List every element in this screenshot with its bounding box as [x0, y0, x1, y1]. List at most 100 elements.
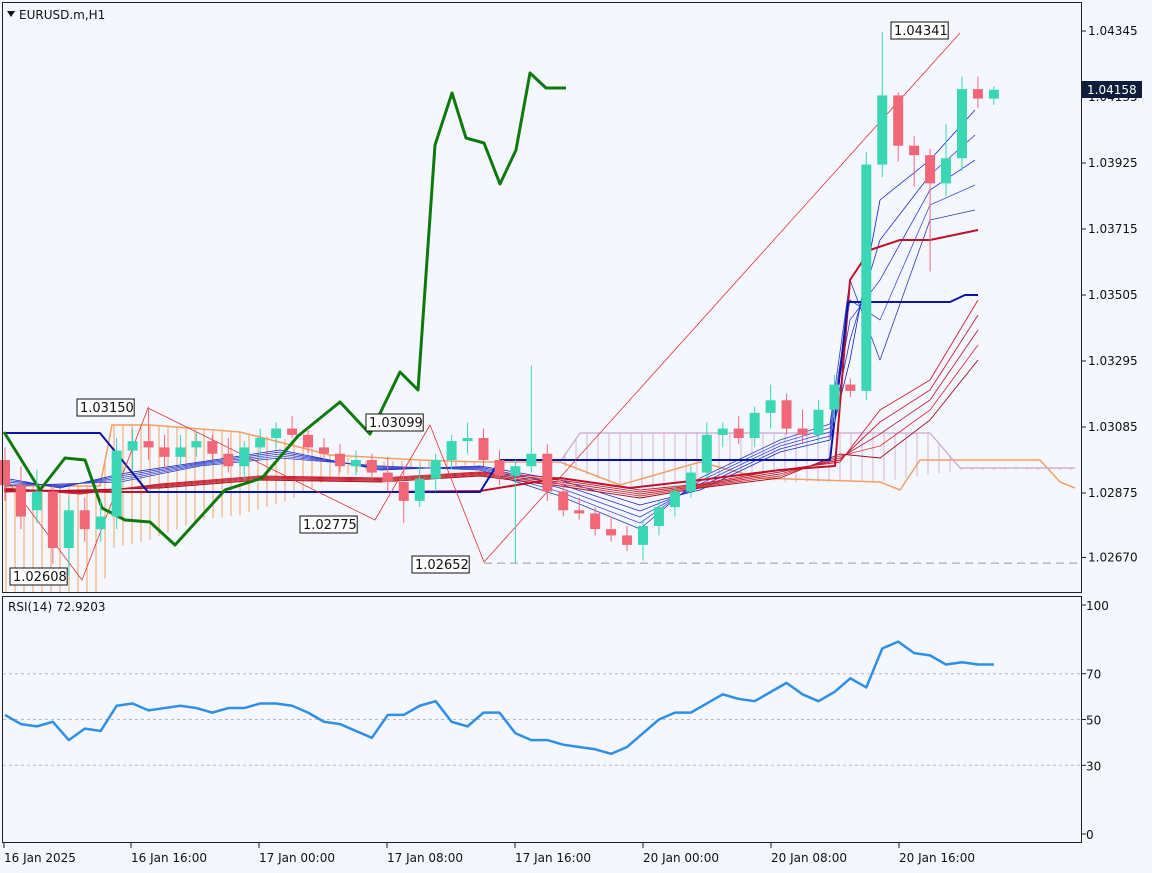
candle-body	[574, 510, 585, 514]
candle-body	[287, 428, 298, 435]
candle-body	[31, 491, 42, 511]
candle-body	[382, 472, 393, 482]
candle-body	[79, 510, 90, 530]
candle-body	[861, 164, 872, 391]
time-tick-label: 20 Jan 00:00	[643, 851, 719, 865]
candle-body	[988, 89, 999, 99]
candle-body	[877, 95, 888, 165]
candle-body	[159, 447, 170, 457]
candle-body	[669, 491, 680, 508]
ma-ribbon-line	[3, 314, 979, 494]
time-tick-label: 17 Jan 08:00	[387, 851, 463, 865]
candle-body	[446, 441, 457, 460]
price-tick-label: 1.03715	[1088, 222, 1138, 236]
candle-body	[430, 460, 441, 479]
green-indicator-line	[2, 71, 566, 547]
candle-body	[319, 447, 329, 454]
price-annotation-box	[299, 515, 358, 534]
candle-body	[255, 438, 266, 448]
price-annotation-label: 1.02652	[415, 558, 469, 573]
candle-body	[271, 428, 282, 438]
candle-body	[941, 158, 952, 184]
candle-body	[829, 384, 840, 410]
rsi-tick-label: 70	[1086, 668, 1101, 682]
price-annotation-box	[9, 567, 68, 586]
candle-body	[462, 438, 473, 442]
price-annotation-box	[411, 555, 470, 574]
candle-body	[733, 428, 744, 438]
zigzag-line	[3, 32, 961, 581]
candle-body	[334, 453, 345, 467]
candle-body	[957, 89, 967, 159]
price-annotation-box	[76, 398, 135, 417]
current-price-badge	[1082, 81, 1142, 98]
price-tick-label: 1.02875	[1088, 486, 1138, 500]
ma-ribbon-line	[3, 359, 979, 499]
candle-body	[765, 400, 776, 413]
candle-body	[239, 447, 250, 467]
candle-body	[494, 460, 505, 476]
price-annotation-label: 1.03099	[369, 416, 423, 431]
candle-body	[558, 491, 569, 511]
candle-body	[590, 513, 601, 530]
candle-body	[925, 155, 936, 184]
main-pane-frame	[2, 2, 1082, 593]
time-tick-label: 20 Jan 08:00	[771, 851, 847, 865]
rsi-label: RSI(14) 72.9203	[8, 600, 106, 614]
candle-body	[749, 412, 760, 438]
candle-body	[15, 485, 26, 517]
rsi-tick-label: 30	[1086, 759, 1101, 773]
candle-body	[781, 400, 792, 429]
base-line-blue	[4, 294, 978, 493]
candle-body	[0, 460, 10, 486]
price-tick-label: 1.04345	[1088, 24, 1138, 38]
candle-body	[606, 529, 617, 536]
candle-body	[510, 466, 521, 476]
candle-body	[398, 482, 409, 501]
candle-body	[972, 89, 983, 99]
time-tick-label: 17 Jan 00:00	[259, 851, 335, 865]
symbol-label: EURUSD.m,H1	[19, 8, 105, 22]
candle-body	[175, 447, 186, 457]
candle-body	[191, 441, 202, 448]
time-tick-label: 16 Jan 16:00	[131, 851, 207, 865]
candle-body	[526, 453, 537, 467]
candle-body	[622, 535, 633, 545]
candle-body	[127, 441, 138, 451]
candle-body	[63, 510, 74, 548]
price-annotation-box	[890, 21, 949, 40]
candle-body	[717, 428, 728, 435]
symbol-menu-icon[interactable]	[7, 11, 15, 17]
candle-body	[223, 453, 234, 467]
candle-body	[111, 450, 122, 517]
candle-body	[47, 491, 58, 548]
price-annotation-label: 1.04341	[894, 24, 948, 39]
cloud-span-b	[559, 432, 1075, 469]
candle-body	[207, 441, 218, 454]
candle-body	[701, 434, 712, 473]
rsi-line	[4, 640, 994, 756]
ma-ribbon-line	[3, 329, 979, 495]
price-annotation-label: 1.02775	[303, 518, 357, 533]
candle-body	[909, 145, 920, 156]
price-tick-label: 1.03925	[1088, 156, 1138, 170]
candle-body	[143, 441, 154, 448]
candle-body	[350, 460, 361, 467]
cloud-span-a	[4, 424, 1076, 491]
candle-body	[542, 453, 553, 492]
rsi-pane-frame	[2, 596, 1082, 843]
price-annotation-box	[365, 413, 424, 432]
candle-body	[813, 409, 824, 435]
candle-body	[845, 384, 856, 391]
candle-body	[653, 507, 664, 526]
time-tick-label: 20 Jan 16:00	[899, 851, 975, 865]
price-tick-label: 1.03295	[1088, 354, 1138, 368]
candle-body	[638, 526, 648, 545]
candle-body	[95, 516, 106, 530]
current-price-label: 1.04158	[1087, 83, 1137, 97]
candle-body	[685, 472, 696, 492]
price-tick-label: 1.03505	[1088, 288, 1138, 302]
candle-body	[797, 428, 808, 435]
